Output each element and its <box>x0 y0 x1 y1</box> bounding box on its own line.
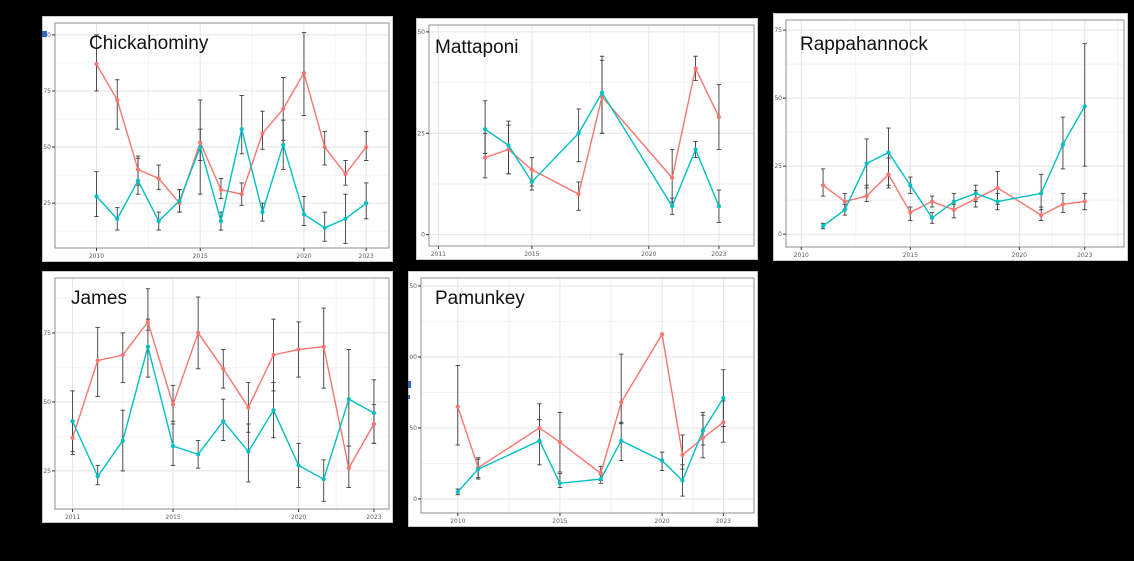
svg-text:2020: 2020 <box>654 518 669 525</box>
grid-james <box>55 278 389 509</box>
svg-text:2020: 2020 <box>641 251 656 258</box>
chickahominy-plot: 25 50 75 100 2010 2015 2020 2023 <box>43 22 390 260</box>
svg-text:2015: 2015 <box>524 251 539 258</box>
axis-labels-chickahominy: 25 50 75 100 2010 2015 2020 2023 <box>43 32 374 260</box>
svg-text:50: 50 <box>417 29 425 36</box>
mattaponi-plot: 0 25 50 2011 2015 2020 2023 <box>417 24 755 258</box>
svg-text:50: 50 <box>43 144 51 151</box>
series-teal-james <box>70 344 377 482</box>
rappahannock-plot: 0 25 50 75 2010 2015 2020 2023 <box>774 19 1125 259</box>
svg-text:0: 0 <box>421 232 425 239</box>
chart-card-chickahominy: Chickahominy 2550751002010201520202023 <box>42 16 393 262</box>
svg-text:2020: 2020 <box>1012 252 1027 259</box>
svg-text:0: 0 <box>413 496 417 503</box>
series-teal-chickahominy <box>94 127 369 230</box>
svg-text:2011: 2011 <box>431 251 446 258</box>
svg-text:2023: 2023 <box>359 253 374 260</box>
series-teal-mattaponi <box>483 90 722 209</box>
chart-card-pamunkey: Pamunkey 0501001502010201520202023 <box>408 271 758 527</box>
svg-text:25: 25 <box>43 468 51 475</box>
svg-text:25: 25 <box>43 200 51 207</box>
svg-text:75: 75 <box>43 88 51 95</box>
grid-mattaponi <box>429 25 754 246</box>
svg-text:150: 150 <box>409 283 417 290</box>
pamunkey-plot: 0 50 100 150 2010 2015 2020 2023 <box>409 277 755 525</box>
chart-card-james: James 25 50 75 2011 2015 2020 2023 <box>42 271 393 523</box>
svg-text:2010: 2010 <box>450 518 465 525</box>
selection-artifact-blue-square <box>42 31 47 37</box>
series-red-rappahannock <box>820 172 1087 218</box>
svg-text:2015: 2015 <box>165 514 180 521</box>
series-red-pamunkey <box>455 332 726 476</box>
svg-text:2010: 2010 <box>794 252 809 259</box>
axis-labels-mattaponi: 0 25 50 2011 2015 2020 2023 <box>417 29 726 258</box>
svg-text:75: 75 <box>774 27 782 34</box>
chart-card-rappahannock: Rappahannock 0 25 50 75 2010 2015 2020 2023 <box>773 13 1128 261</box>
selection-artifact-blue-dash-bottom <box>408 395 410 399</box>
series-teal-pamunkey <box>455 396 726 494</box>
svg-text:50: 50 <box>774 95 782 102</box>
svg-text:25: 25 <box>774 163 782 170</box>
svg-text:2015: 2015 <box>552 518 567 525</box>
errorbars-teal-chickahominy <box>94 95 369 244</box>
svg-text:2011: 2011 <box>65 514 80 521</box>
svg-text:2015: 2015 <box>193 253 208 260</box>
svg-text:2023: 2023 <box>711 251 726 258</box>
svg-text:100: 100 <box>409 354 417 361</box>
svg-text:2023: 2023 <box>716 518 731 525</box>
series-teal-rappahannock <box>820 104 1087 229</box>
svg-text:50: 50 <box>43 399 51 406</box>
svg-text:100: 100 <box>43 32 51 39</box>
axis-labels-james: 25 50 75 2011 2015 2020 2023 <box>43 330 381 521</box>
svg-text:2020: 2020 <box>296 253 311 260</box>
svg-text:75: 75 <box>43 330 51 337</box>
svg-text:2023: 2023 <box>366 514 381 521</box>
svg-text:2015: 2015 <box>903 252 918 259</box>
selection-artifact-blue-dash-top <box>408 381 411 388</box>
axis-labels-pamunkey: 0 50 100 150 2010 2015 2020 2023 <box>409 283 731 525</box>
svg-text:0: 0 <box>778 231 782 238</box>
chart-card-mattaponi: Mattaponi 0 25 50 2011 2015 2020 2023 <box>416 18 758 260</box>
series-red-chickahominy <box>94 61 369 206</box>
series-red-james <box>70 319 377 471</box>
series-red-mattaponi <box>483 66 722 197</box>
svg-text:2023: 2023 <box>1077 252 1092 259</box>
svg-text:50: 50 <box>409 425 417 432</box>
axis-labels-rappahannock: 0 25 50 75 2010 2015 2020 2023 <box>774 27 1092 259</box>
svg-text:2010: 2010 <box>89 253 104 260</box>
svg-text:25: 25 <box>417 130 425 137</box>
svg-text:2020: 2020 <box>291 514 306 521</box>
james-plot: 25 50 75 2011 2015 2020 2023 <box>43 277 390 521</box>
